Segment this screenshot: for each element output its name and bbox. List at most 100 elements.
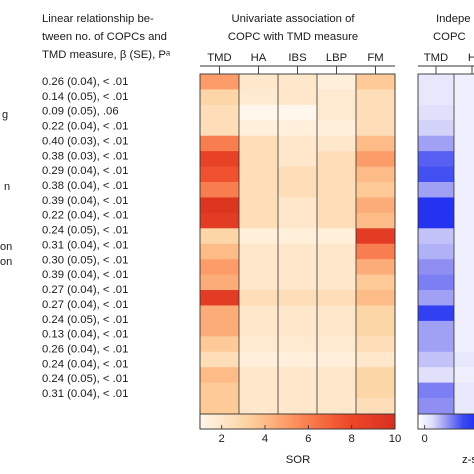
colorbar-z: 0 [417, 413, 474, 445]
heatmap-1-cell [200, 259, 240, 276]
heatmap-1-cell [356, 104, 396, 121]
stats-column-header: Linear relationship be- tween no. of COP… [42, 13, 171, 61]
heatmap-1-cell [239, 290, 279, 306]
heatmap-1-cell [356, 120, 396, 137]
colorbar-sor-gradient-step [229, 414, 233, 429]
heatmap-1-cell [317, 259, 357, 276]
colorbar-z-gradient-step [427, 414, 429, 429]
colorbar-z-gradient-step [441, 414, 443, 429]
heatmap-1-cell [278, 120, 318, 137]
colorbar-sor-gradient-step [235, 414, 240, 429]
heatmap-1-cell [356, 290, 396, 306]
heatmap-1-title-line: COPC with TMD measure [228, 31, 358, 43]
heatmap-1-cell [317, 320, 357, 337]
heatmap-1-column-label: TMD [207, 52, 231, 64]
colorbar-sor-gradient-step [362, 414, 367, 429]
heatmap-2-cell [418, 336, 455, 353]
colorbar-z-gradient-step [461, 414, 463, 429]
heatmap-1-cells [200, 74, 396, 430]
heatmap-2-cell [454, 243, 474, 260]
stats-row-text: 0.27 (0.04), < .01 [42, 284, 128, 296]
heatmap-1-cell [200, 243, 240, 260]
colorbar-sor-gradient-step [200, 414, 204, 429]
heatmap-1-cell [239, 243, 279, 260]
heatmap-1-cell [239, 104, 279, 121]
heatmap-2-cell [418, 367, 455, 384]
colorbar-sor-gradient-step [388, 414, 393, 429]
colorbar-sor-gradient-step [307, 414, 311, 429]
colorbar-sor-gradient-step [300, 414, 305, 429]
heatmap-1-cell [278, 228, 318, 245]
colorbar-z-gradient-step [449, 414, 451, 429]
heatmap-1-cell [200, 89, 240, 106]
colorbar-z-gradient-step [420, 414, 422, 429]
heatmap-1-cell [278, 398, 318, 414]
colorbar-z-gradient-step [422, 414, 424, 429]
heatmap-1-cell [317, 336, 357, 353]
stats-row-text: 0.29 (0.04), < .01 [42, 165, 128, 177]
heatmap-2-cell [454, 228, 474, 245]
left-margin-fragments: g n on on [0, 109, 12, 268]
colorbar-sor-gradient-step [297, 414, 302, 429]
heatmap-1-cell [356, 259, 396, 276]
stats-row-text: 0.22 (0.04), < .01 [42, 121, 128, 133]
stats-row-text: 0.39 (0.04), < .01 [42, 195, 128, 207]
stats-row-text: 0.22 (0.04), < .01 [42, 210, 128, 222]
colorbar-z-gradient-step [446, 414, 448, 429]
colorbar-sor-gradient-step [375, 414, 380, 429]
heatmap-2-cell [454, 120, 474, 137]
colorbar-z-gradient-step [459, 414, 461, 429]
colorbar-sor-gradient-step [209, 414, 214, 429]
heatmap-1-cell [200, 336, 240, 353]
heatmap-1-cell [278, 166, 318, 183]
stats-row-text: 0.26 (0.04), < .01 [42, 76, 128, 88]
colorbar-z-gradient-step [463, 414, 465, 429]
heatmap-1-cell [239, 259, 279, 276]
colorbar-z-gradient-step [456, 414, 458, 429]
heatmap-1-column-label: HA [251, 52, 267, 64]
stats-row-text: 0.24 (0.05), < .01 [42, 373, 128, 385]
colorbar-sor-gradient-step [261, 414, 266, 429]
heatmap-2-cell [454, 398, 474, 414]
colorbar-sor-gradient-step [369, 414, 373, 429]
heatmap-1-cell [317, 382, 357, 399]
heatmap-2-cell [418, 305, 455, 322]
stats-row-text: 0.31 (0.04), < .01 [42, 388, 128, 400]
heatmap-2-cell [418, 166, 455, 183]
colorbar-z-gradient-step [440, 414, 442, 429]
colorbar-z-gradient-step [450, 414, 452, 429]
heatmap-1-cell [239, 197, 279, 214]
colorbar-sor-label: SOR [286, 454, 310, 466]
colorbar-sor-gradient-step [216, 414, 220, 429]
heatmap-2-cell [454, 182, 474, 198]
heatmap-1-cell [200, 367, 240, 384]
colorbar-z-tick-label: 0 [422, 433, 428, 445]
colorbar-sor-gradient-step [268, 414, 272, 429]
colorbar-sor-gradient-step [274, 414, 279, 429]
colorbar-z-gradient-step [458, 414, 460, 429]
heatmap-1-cell [278, 197, 318, 214]
colorbar-sor-gradient-step [248, 414, 253, 429]
heatmap-1-cell [317, 104, 357, 121]
colorbar-z-gradient-step [442, 414, 444, 429]
heatmap-1-cell [278, 274, 318, 291]
heatmap-1-column-labels: TMD HA IBS LBP FM [200, 52, 395, 74]
colorbar-z-border [417, 413, 474, 430]
colorbar-sor-tick-label: 8 [349, 433, 355, 445]
colorbar-z-gradient-step [429, 414, 431, 429]
heatmap-1-cell [200, 305, 240, 322]
heatmap-1-cell [278, 74, 318, 90]
colorbar-z-gradient-step [471, 414, 473, 429]
heatmap-2-title-line: COPC [433, 31, 466, 43]
heatmap-1-title-line: Univariate association of [231, 13, 355, 25]
colorbar-z-gradient-step [423, 414, 425, 429]
heatmap-1-cell [278, 382, 318, 399]
colorbar-sor-gradient-step [278, 414, 282, 429]
colorbar-sor-gradient-step [310, 414, 315, 429]
heatmap-2-column-labels: TMD H [418, 52, 474, 74]
colorbar-sor-gradient-step [352, 414, 357, 429]
colorbar-sor-gradient-step [258, 414, 263, 429]
colorbar-sor-gradient-step [304, 414, 308, 429]
heatmap-1-cell [356, 320, 396, 337]
heatmap-2-cell [418, 351, 455, 368]
